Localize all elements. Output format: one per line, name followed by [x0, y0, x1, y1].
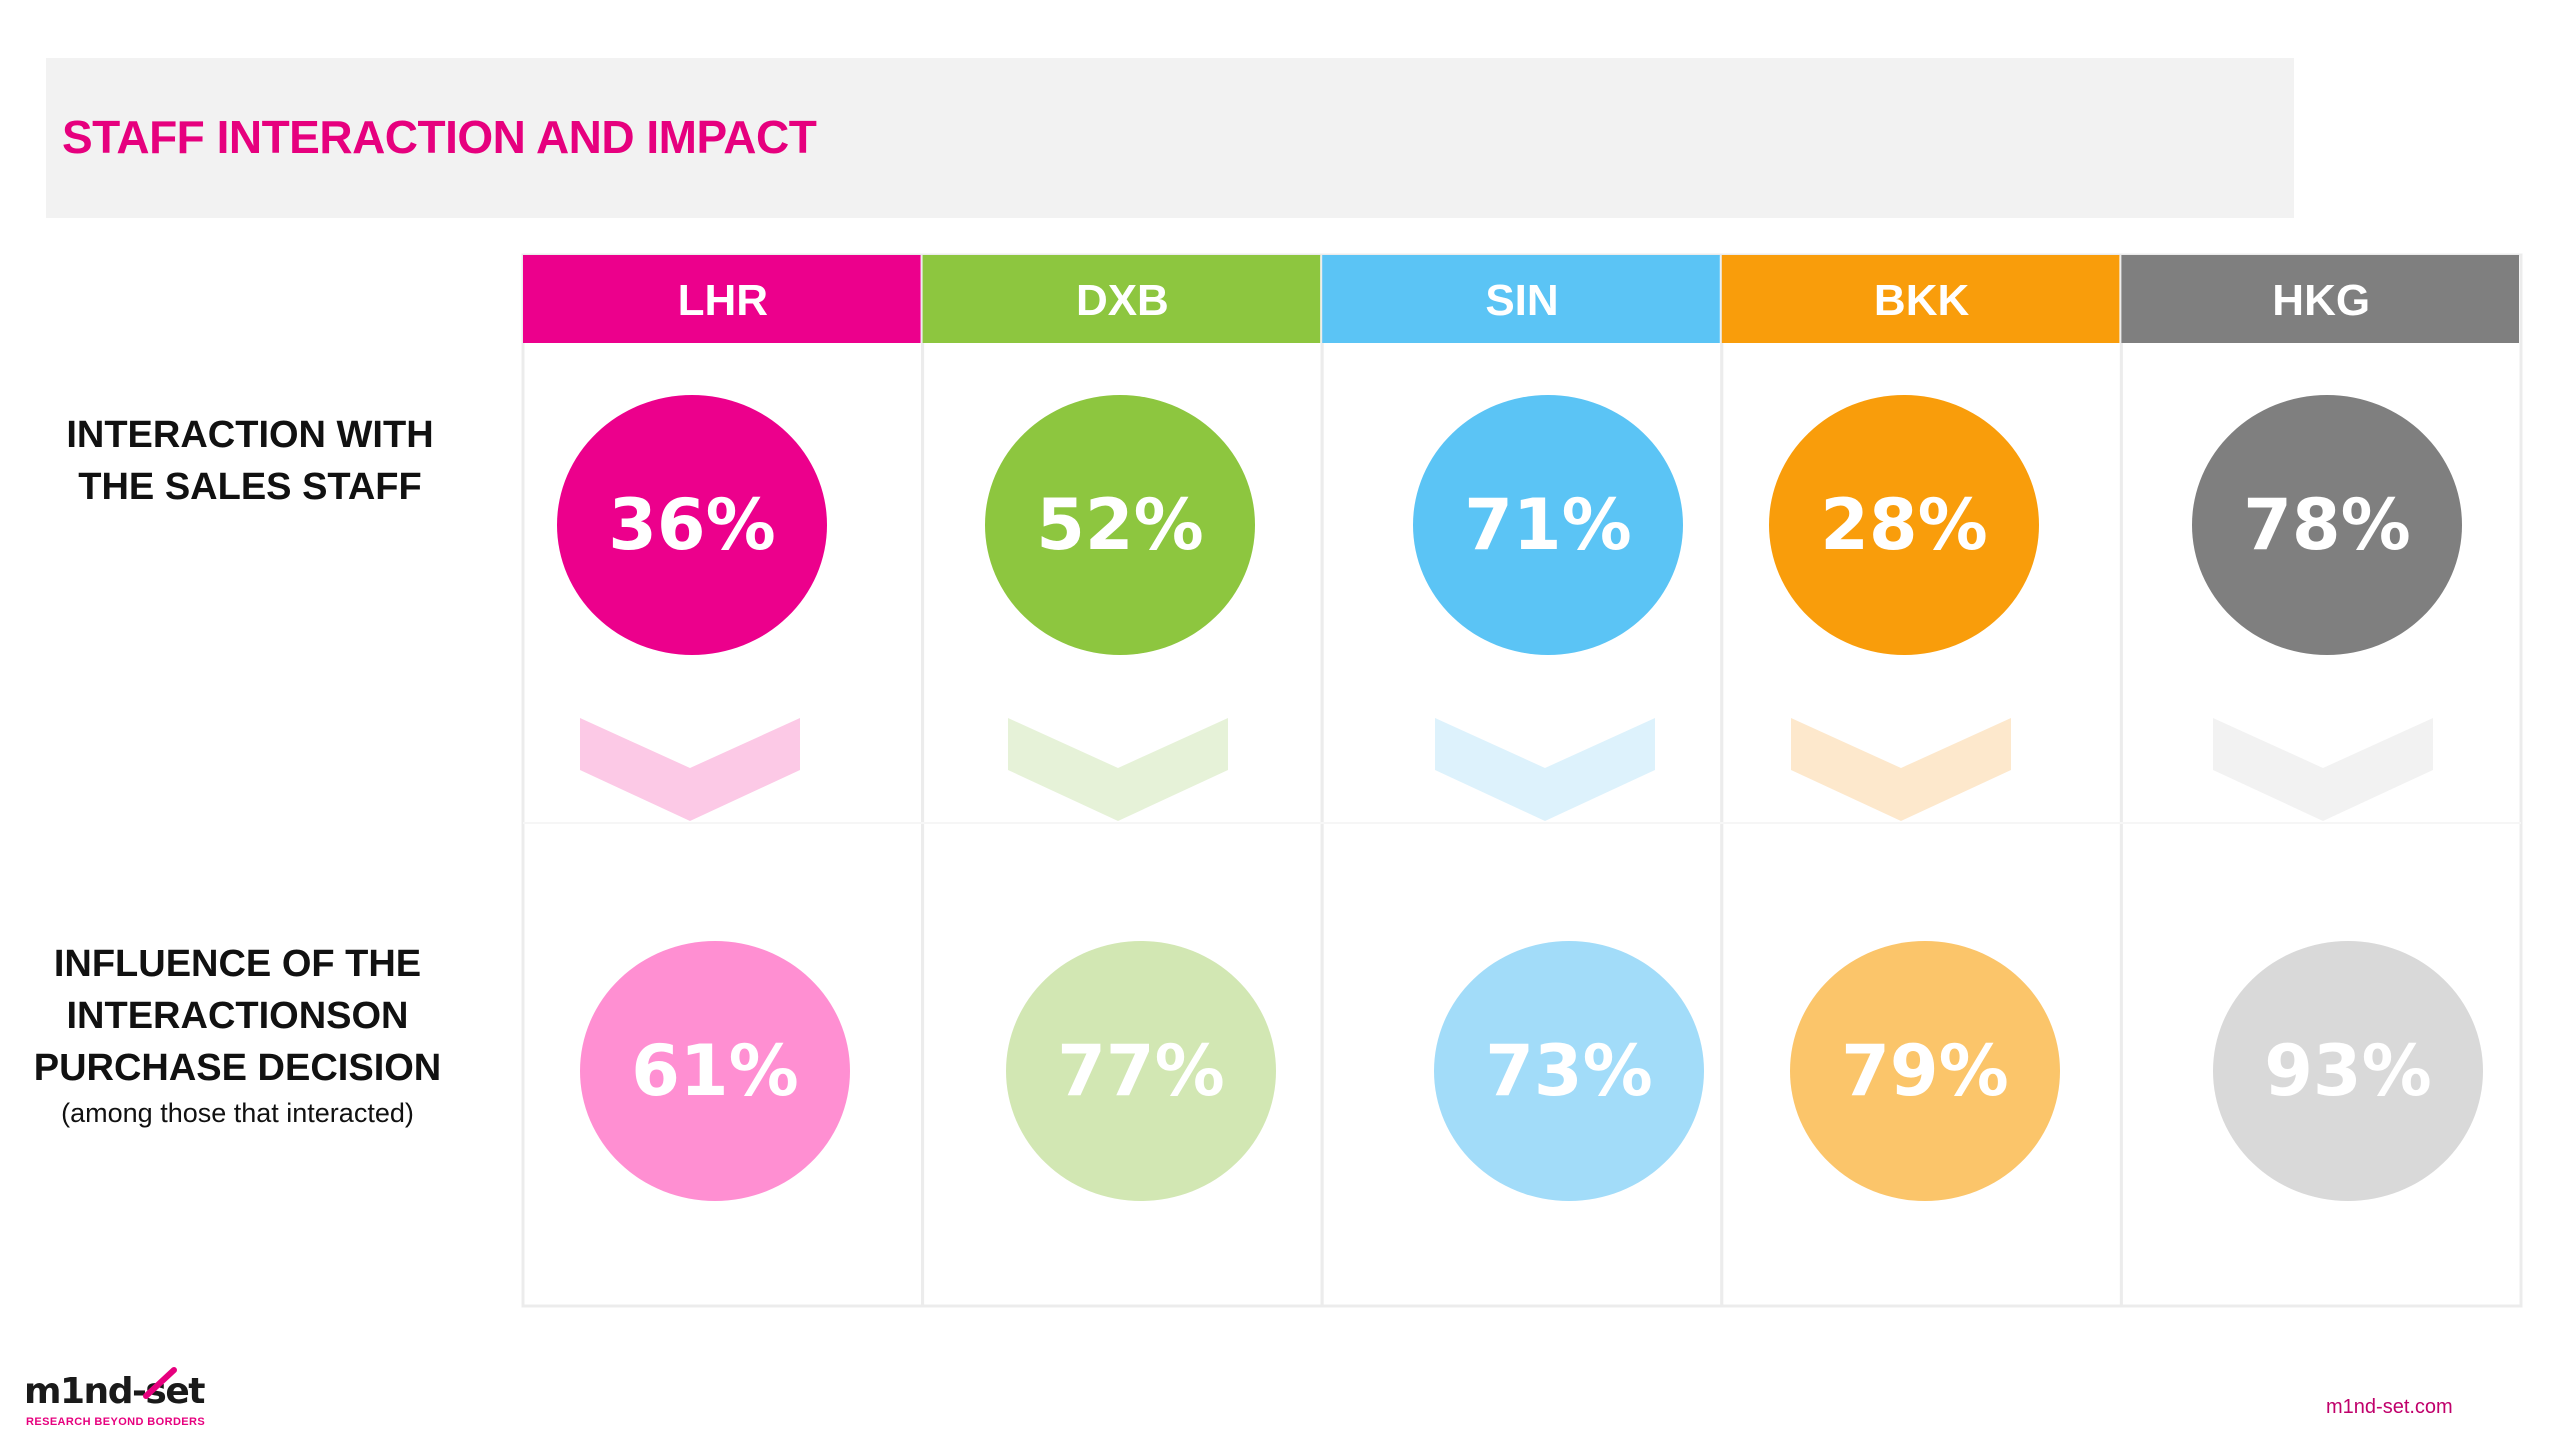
- header-hkg: [2121, 255, 2519, 343]
- row-label-interaction-line2: THE SALES STAFF: [78, 466, 422, 508]
- header-label-hkg: HKG: [2272, 276, 2370, 325]
- row-label-influence: INFLUENCE OF THE INTERACTIONSON PURCHASE…: [0, 938, 475, 1132]
- row-label-influence-line1: INFLUENCE OF THE: [53, 943, 422, 985]
- chevron-arrow-icon-hkg: [2213, 718, 2433, 821]
- influence-circle-hkg: [2213, 941, 2483, 1201]
- influence-circle-bkk: [1790, 941, 2060, 1201]
- chevron-arrow-icon-sin: [1435, 718, 1655, 821]
- site-link[interactable]: m1nd-set.com: [2326, 1396, 2453, 1418]
- interaction-value-hkg: 78%: [2243, 484, 2411, 566]
- interaction-value-lhr: 36%: [608, 484, 776, 566]
- row-label-influence-line3: PURCHASE DECISION: [33, 1047, 442, 1089]
- influence-value-lhr: 61%: [631, 1030, 799, 1112]
- interaction-value-bkk: 28%: [1820, 484, 1988, 566]
- interaction-value-sin: 71%: [1464, 484, 1632, 566]
- row-label-interaction-line1: INTERACTION WITH: [66, 414, 434, 456]
- header-label-sin: SIN: [1485, 276, 1558, 325]
- header-sin: [1322, 255, 1720, 343]
- row-label-interaction: INTERACTION WITH THE SALES STAFF: [20, 409, 480, 513]
- influence-value-sin: 73%: [1485, 1030, 1653, 1112]
- header-lhr: [523, 255, 921, 343]
- chevron-arrow-icon-lhr: [580, 718, 800, 821]
- influence-value-hkg: 93%: [2264, 1030, 2432, 1112]
- interaction-circle-dxb: [985, 395, 1255, 655]
- influence-circle-sin: [1434, 941, 1704, 1201]
- row-label-influence-note: (among those that interacted): [61, 1098, 414, 1128]
- chevron-arrow-icon-bkk: [1791, 718, 2011, 821]
- influence-value-bkk: 79%: [1841, 1030, 2009, 1112]
- influence-value-dxb: 77%: [1057, 1030, 1225, 1112]
- logo-tagline: RESEARCH BEYOND BORDERS: [26, 1416, 206, 1428]
- influence-circle-lhr: [580, 941, 850, 1201]
- page-title: STAFF INTERACTION AND IMPACT: [62, 111, 817, 163]
- logo-x-icon: [143, 1367, 177, 1399]
- row-label-influence-line2: INTERACTIONSON: [66, 995, 409, 1037]
- header-label-lhr: LHR: [678, 276, 768, 325]
- interaction-circle-sin: [1413, 395, 1683, 655]
- header-dxb: [922, 255, 1321, 343]
- interaction-circle-hkg: [2192, 395, 2462, 655]
- header-label-dxb: DXB: [1076, 276, 1169, 325]
- header-label-bkk: BKK: [1874, 276, 1970, 325]
- chevron-arrow-icon-dxb: [1008, 718, 1228, 821]
- header-bkk: [1721, 255, 2120, 343]
- influence-circle-dxb: [1006, 941, 1276, 1201]
- interaction-circle-lhr: [557, 395, 827, 655]
- logo-wordmark: m1nd-set: [24, 1371, 205, 1412]
- mindset-logo: m1nd-set RESEARCH BEYOND BORDERS: [24, 1367, 224, 1430]
- interaction-circle-bkk: [1769, 395, 2039, 655]
- interaction-value-dxb: 52%: [1036, 484, 1204, 566]
- title-bar: STAFF INTERACTION AND IMPACT: [46, 58, 2294, 218]
